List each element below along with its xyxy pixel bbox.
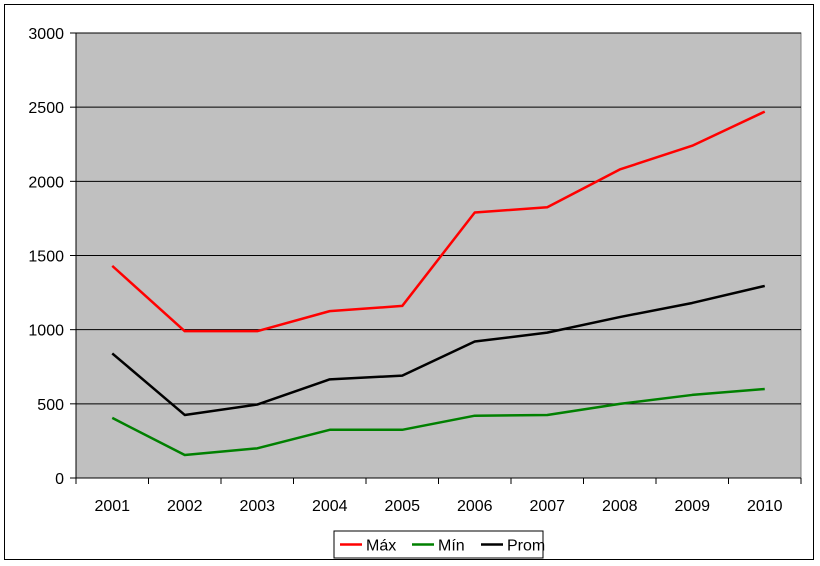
y-tick-label: 1500	[28, 249, 64, 266]
x-axis: 2001 2002 2003 2004 2005 2006 2007 2008 2009 2010	[75, 477, 802, 515]
series-line-prom	[111, 284, 766, 417]
legend-label-min: Mín	[438, 538, 465, 555]
x-tick-label: 2005	[384, 498, 420, 515]
y-tick-label: 500	[37, 397, 64, 414]
legend-label-max: Máx	[366, 538, 396, 555]
series-line-max	[111, 110, 766, 333]
x-tick-label: 2004	[312, 498, 348, 515]
x-tick-label: 2007	[529, 498, 565, 515]
legend: Máx Mín Prom	[333, 530, 545, 559]
y-tick-label: 2000	[28, 174, 64, 191]
x-tick-label: 2008	[602, 498, 638, 515]
y-tick-label: 1000	[28, 323, 64, 340]
y-axis: 0 500 1000 1500 2000 2500 3000	[28, 26, 77, 488]
gridlines	[76, 32, 801, 405]
x-tick-label: 2002	[167, 498, 203, 515]
x-tick-label: 2001	[94, 498, 130, 515]
y-tick-label: 2500	[28, 100, 64, 117]
series-layer	[111, 110, 766, 457]
legend-label-prom: Prom	[507, 538, 545, 555]
y-tick-label: 3000	[28, 26, 64, 43]
legend-box	[333, 530, 544, 559]
x-tick-label: 2003	[239, 498, 275, 515]
x-tick-label: 2010	[747, 498, 783, 515]
y-tick-label: 0	[55, 471, 64, 488]
x-tick-label: 2006	[457, 498, 493, 515]
series-line-min	[111, 387, 765, 457]
x-tick-label: 2009	[674, 498, 710, 515]
